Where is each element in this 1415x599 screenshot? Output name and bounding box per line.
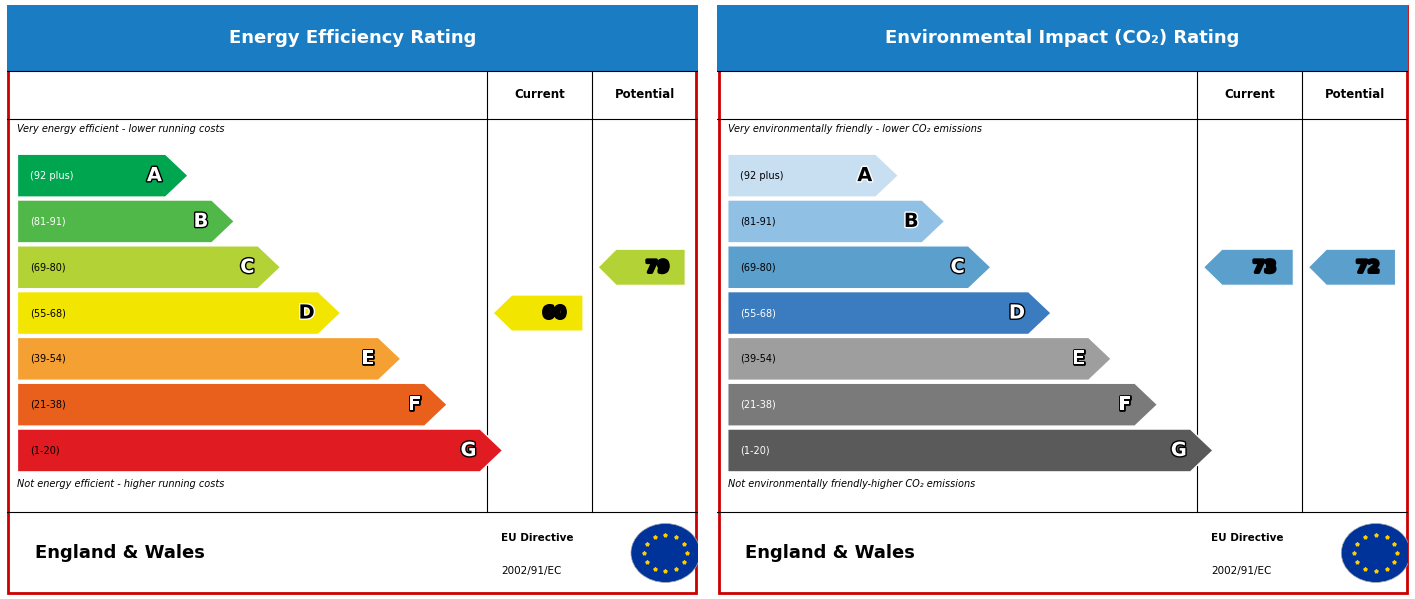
Polygon shape bbox=[17, 154, 188, 197]
Text: (81-91): (81-91) bbox=[30, 216, 65, 226]
Polygon shape bbox=[727, 200, 945, 243]
Text: Potential: Potential bbox=[1324, 89, 1385, 101]
Polygon shape bbox=[727, 246, 990, 289]
Polygon shape bbox=[599, 249, 685, 285]
Text: B: B bbox=[194, 212, 208, 231]
FancyBboxPatch shape bbox=[8, 6, 696, 593]
Text: 2002/91/EC: 2002/91/EC bbox=[501, 566, 562, 576]
Text: G: G bbox=[1170, 441, 1187, 460]
Text: (1-20): (1-20) bbox=[30, 446, 59, 455]
Text: (21-38): (21-38) bbox=[740, 400, 775, 410]
Text: 72: 72 bbox=[1356, 258, 1380, 276]
Text: 79: 79 bbox=[645, 258, 669, 276]
Circle shape bbox=[631, 524, 700, 582]
Polygon shape bbox=[17, 383, 447, 426]
Text: (92 plus): (92 plus) bbox=[30, 171, 74, 181]
Text: E: E bbox=[362, 349, 375, 368]
Polygon shape bbox=[727, 429, 1213, 472]
Text: (55-68): (55-68) bbox=[740, 308, 775, 318]
Text: Not environmentally friendly-higher CO₂ emissions: Not environmentally friendly-higher CO₂ … bbox=[727, 479, 975, 489]
Text: B: B bbox=[904, 212, 918, 231]
Text: Environmental Impact (CO₂) Rating: Environmental Impact (CO₂) Rating bbox=[886, 29, 1240, 47]
Polygon shape bbox=[727, 383, 1157, 426]
Text: (55-68): (55-68) bbox=[30, 308, 65, 318]
Text: (69-80): (69-80) bbox=[740, 262, 775, 273]
Polygon shape bbox=[17, 337, 400, 380]
Text: (81-91): (81-91) bbox=[740, 216, 775, 226]
Text: F: F bbox=[1118, 395, 1132, 414]
Polygon shape bbox=[727, 154, 899, 197]
Text: C: C bbox=[241, 258, 255, 277]
Bar bbox=[717, 5, 1408, 71]
Polygon shape bbox=[17, 246, 280, 289]
Text: Energy Efficiency Rating: Energy Efficiency Rating bbox=[229, 29, 475, 47]
Text: (1-20): (1-20) bbox=[740, 446, 770, 455]
Text: 2002/91/EC: 2002/91/EC bbox=[1211, 566, 1272, 576]
Text: Current: Current bbox=[1224, 89, 1275, 101]
Text: A: A bbox=[857, 166, 873, 185]
Text: 60: 60 bbox=[543, 304, 566, 322]
Text: D: D bbox=[299, 304, 314, 322]
Text: (39-54): (39-54) bbox=[740, 354, 775, 364]
Text: E: E bbox=[1073, 349, 1085, 368]
Bar bbox=[7, 5, 698, 71]
Polygon shape bbox=[727, 292, 1051, 334]
Text: C: C bbox=[951, 258, 965, 277]
Polygon shape bbox=[494, 295, 583, 331]
Text: (21-38): (21-38) bbox=[30, 400, 65, 410]
Text: (92 plus): (92 plus) bbox=[740, 171, 784, 181]
Text: Potential: Potential bbox=[614, 89, 675, 101]
Polygon shape bbox=[727, 337, 1111, 380]
Polygon shape bbox=[17, 292, 341, 334]
Text: England & Wales: England & Wales bbox=[746, 544, 916, 562]
Text: F: F bbox=[408, 395, 422, 414]
Polygon shape bbox=[1309, 249, 1395, 285]
FancyBboxPatch shape bbox=[719, 6, 1407, 593]
Text: 73: 73 bbox=[1252, 258, 1276, 276]
Polygon shape bbox=[17, 200, 235, 243]
Text: G: G bbox=[460, 441, 477, 460]
Text: D: D bbox=[1009, 304, 1024, 322]
Text: A: A bbox=[147, 166, 163, 185]
Text: EU Directive: EU Directive bbox=[1211, 533, 1283, 543]
Text: (39-54): (39-54) bbox=[30, 354, 65, 364]
Text: England & Wales: England & Wales bbox=[35, 544, 205, 562]
Text: Current: Current bbox=[514, 89, 565, 101]
Polygon shape bbox=[1204, 249, 1293, 285]
Polygon shape bbox=[17, 429, 502, 472]
Text: (69-80): (69-80) bbox=[30, 262, 65, 273]
Text: EU Directive: EU Directive bbox=[501, 533, 573, 543]
Circle shape bbox=[1341, 524, 1411, 582]
Text: Not energy efficient - higher running costs: Not energy efficient - higher running co… bbox=[17, 479, 225, 489]
Text: Very environmentally friendly - lower CO₂ emissions: Very environmentally friendly - lower CO… bbox=[727, 124, 982, 134]
Text: Very energy efficient - lower running costs: Very energy efficient - lower running co… bbox=[17, 124, 225, 134]
